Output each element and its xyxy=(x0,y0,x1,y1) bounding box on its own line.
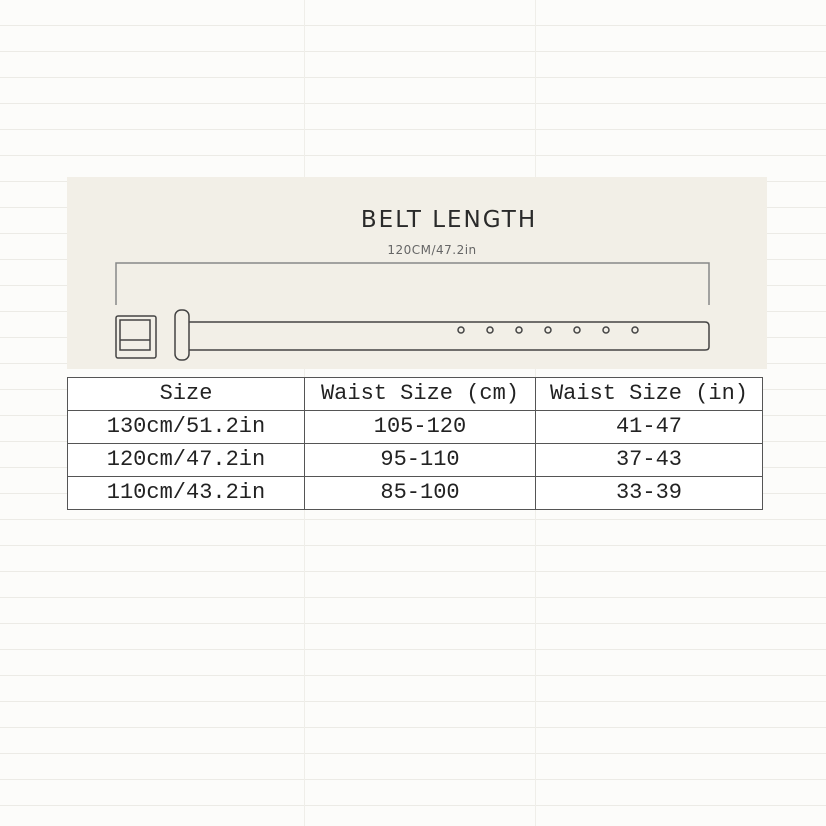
cell-size: 110cm/43.2in xyxy=(67,476,305,510)
cell-waist-in: 37-43 xyxy=(535,443,763,477)
size-table: Size Waist Size (cm) Waist Size (in) 130… xyxy=(67,377,763,510)
belt-length-title: BELT LENGTH xyxy=(360,207,538,233)
belt-hole xyxy=(486,326,494,334)
belt-loop xyxy=(174,309,190,361)
belt-illustration xyxy=(115,262,710,361)
belt-hole xyxy=(602,326,610,334)
belt-hole xyxy=(544,326,552,334)
table-row: 110cm/43.2in 85-100 33-39 xyxy=(67,476,763,510)
cell-waist-in: 41-47 xyxy=(535,410,763,444)
belt-hole xyxy=(573,326,581,334)
cell-waist-cm: 85-100 xyxy=(304,476,536,510)
cell-waist-cm: 105-120 xyxy=(304,410,536,444)
cell-size: 120cm/47.2in xyxy=(67,443,305,477)
belt-length-value: 120CM/47.2in xyxy=(387,243,477,257)
table-header-row: Size Waist Size (cm) Waist Size (in) xyxy=(67,377,763,411)
header-size: Size xyxy=(67,377,305,411)
table-row: 130cm/51.2in 105-120 41-47 xyxy=(67,410,763,444)
buckle-icon xyxy=(115,315,157,359)
belt-hole xyxy=(631,326,639,334)
cell-size: 130cm/51.2in xyxy=(67,410,305,444)
belt-hole xyxy=(515,326,523,334)
header-waist-cm: Waist Size (cm) xyxy=(304,377,536,411)
belt-strap xyxy=(189,321,710,351)
length-measure-line xyxy=(115,262,710,305)
belt-diagram-panel: BELT LENGTH 120CM/47.2in xyxy=(67,177,767,369)
cell-waist-cm: 95-110 xyxy=(304,443,536,477)
belt-hole xyxy=(457,326,465,334)
header-waist-in: Waist Size (in) xyxy=(535,377,763,411)
cell-waist-in: 33-39 xyxy=(535,476,763,510)
table-row: 120cm/47.2in 95-110 37-43 xyxy=(67,443,763,477)
